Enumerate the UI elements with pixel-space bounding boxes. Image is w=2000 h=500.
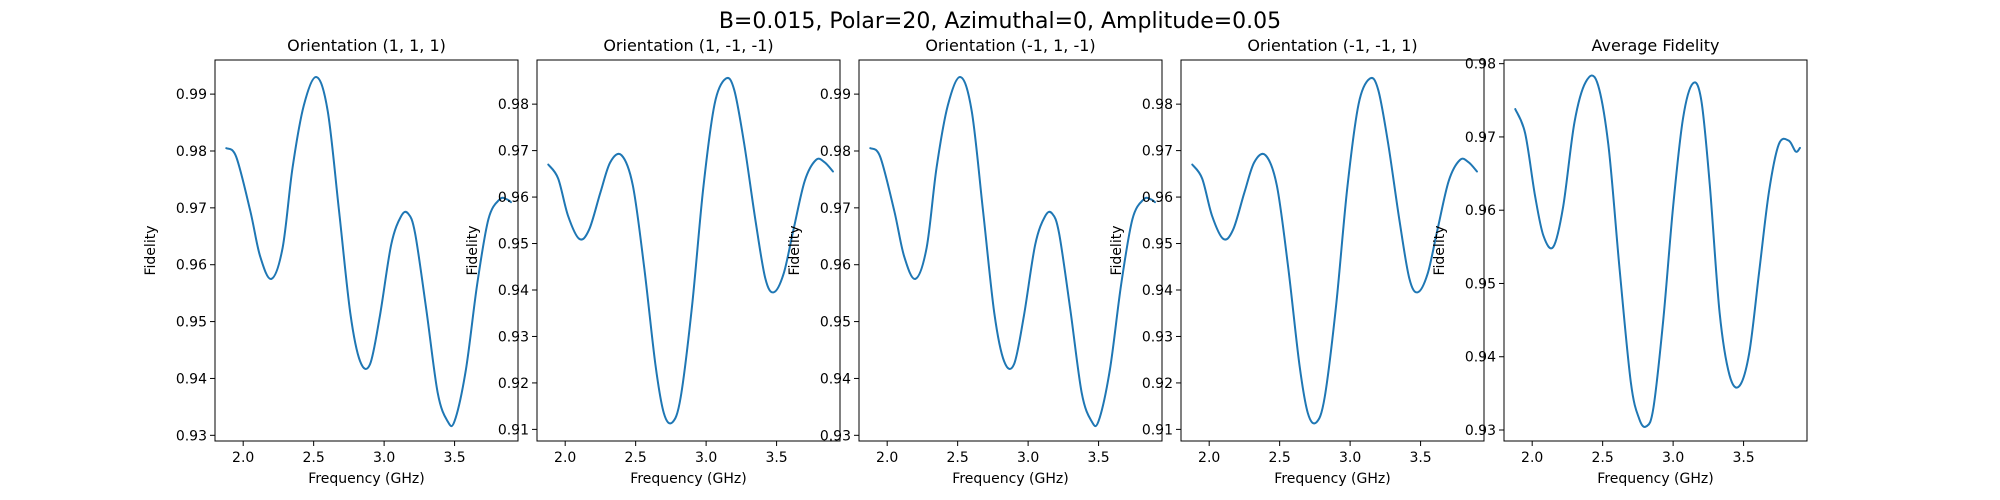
subplot-title: Orientation (1, 1, 1) [287,36,446,55]
x-tick-label: 2.0 [1521,450,1543,466]
x-axis-label: Frequency (GHz) [308,471,424,487]
y-tick-label: 0.98 [176,144,207,160]
figure-suptitle: B=0.015, Polar=20, Azimuthal=0, Amplitud… [719,9,1281,34]
x-axis-label: Frequency (GHz) [1274,471,1390,487]
x-tick-label: 3.0 [373,450,395,466]
y-axis-label: Fidelity [1432,226,1448,276]
y-tick-label: 0.97 [498,144,529,160]
x-tick-label: 2.0 [232,450,254,466]
y-tick-label: 0.93 [820,428,851,444]
y-tick-label: 0.98 [1142,97,1173,113]
y-tick-label: 0.98 [1465,57,1496,73]
y-tick-label: 0.91 [498,422,529,438]
y-tick-label: 0.96 [1142,190,1173,206]
y-axis-label: Fidelity [1109,226,1125,276]
fidelity-line [225,76,512,428]
y-tick-label: 0.92 [1142,376,1173,392]
y-axis-label: Fidelity [787,226,803,276]
y-tick-label: 0.95 [176,315,207,331]
x-tick-label: 3.0 [1017,450,1039,466]
y-tick-label: 0.97 [820,201,851,217]
y-tick-label: 0.99 [820,87,851,103]
subplot-title: Orientation (-1, 1, -1) [925,36,1095,55]
y-tick-label: 0.95 [1142,237,1173,253]
fidelity-line [1191,76,1478,425]
y-tick-label: 0.97 [1465,130,1496,146]
plot-area-frame [536,59,841,442]
y-tick-label: 0.94 [820,371,851,387]
subplot-grid: Orientation (1, 1, 1) 2.0 2.5 3.0 3.5 0.93 0.9… [143,36,1808,487]
x-tick-label: 2.5 [625,450,647,466]
y-tick-label: 0.93 [1142,329,1173,345]
y-tick-label: 0.91 [1142,422,1173,438]
y-tick-label: 0.96 [176,258,207,274]
fidelity-line [1514,74,1801,428]
x-tick-label: 2.5 [1592,450,1614,466]
y-tick-label: 0.94 [176,371,207,387]
y-tick-label: 0.93 [1465,423,1496,439]
x-tick-label: 3.0 [1662,450,1684,466]
x-axis-label: Frequency (GHz) [630,471,746,487]
y-tick-label: 0.95 [1465,276,1496,292]
subplot-5: Average Fidelity 2.0 2.5 3.0 3.5 0.93 0.94 0.95… [1432,36,1808,487]
plot-area-frame [1180,59,1485,442]
subplot-title: Orientation (-1, -1, 1) [1247,36,1417,55]
x-axis-label: Frequency (GHz) [952,471,1068,487]
plot-area-frame [214,59,519,442]
y-tick-label: 0.98 [820,144,851,160]
y-tick-label: 0.94 [1465,350,1496,366]
y-tick-label: 0.96 [498,190,529,206]
y-tick-label: 0.92 [498,376,529,392]
x-tick-label: 3.5 [1409,450,1431,466]
y-tick-label: 0.94 [498,283,529,299]
x-tick-label: 3.5 [1732,450,1754,466]
x-tick-label: 2.0 [1198,450,1220,466]
subplot-4: Orientation (-1, -1, 1) 2.0 2.5 3.0 3.5 0.91 0… [1109,36,1485,487]
x-tick-label: 2.5 [947,450,969,466]
subplot-2: Orientation (1, -1, -1) 2.0 2.5 3.0 3.5 0.91 0… [465,36,841,487]
x-tick-label: 2.0 [554,450,576,466]
x-axis-label: Frequency (GHz) [1597,471,1713,487]
x-tick-label: 3.5 [443,450,465,466]
y-tick-label: 0.94 [1142,283,1173,299]
x-tick-label: 3.5 [765,450,787,466]
y-tick-label: 0.97 [1142,144,1173,160]
x-tick-label: 3.0 [695,450,717,466]
subplot-title: Average Fidelity [1592,36,1720,55]
fidelity-line [869,76,1156,428]
x-tick-label: 2.5 [1269,450,1291,466]
y-tick-label: 0.97 [176,201,207,217]
x-tick-label: 2.5 [303,450,325,466]
y-tick-label: 0.98 [498,97,529,113]
plot-area-frame [858,59,1163,442]
x-tick-label: 2.0 [876,450,898,466]
y-tick-label: 0.96 [820,258,851,274]
subplot-title: Orientation (1, -1, -1) [603,36,773,55]
plot-area-frame [1503,59,1808,442]
y-tick-label: 0.96 [1465,203,1496,219]
x-tick-label: 3.5 [1087,450,1109,466]
subplot-1: Orientation (1, 1, 1) 2.0 2.5 3.0 3.5 0.93 0.9… [143,36,519,487]
fidelity-line [547,76,834,425]
y-axis-label: Fidelity [465,226,481,276]
y-tick-label: 0.95 [498,237,529,253]
y-tick-label: 0.93 [498,329,529,345]
y-tick-label: 0.93 [176,428,207,444]
subplot-3: Orientation (-1, 1, -1) 2.0 2.5 3.0 3.5 0.93 0… [787,36,1163,487]
x-tick-label: 3.0 [1339,450,1361,466]
y-axis-label: Fidelity [143,226,159,276]
y-tick-label: 0.95 [820,315,851,331]
y-tick-label: 0.99 [176,87,207,103]
